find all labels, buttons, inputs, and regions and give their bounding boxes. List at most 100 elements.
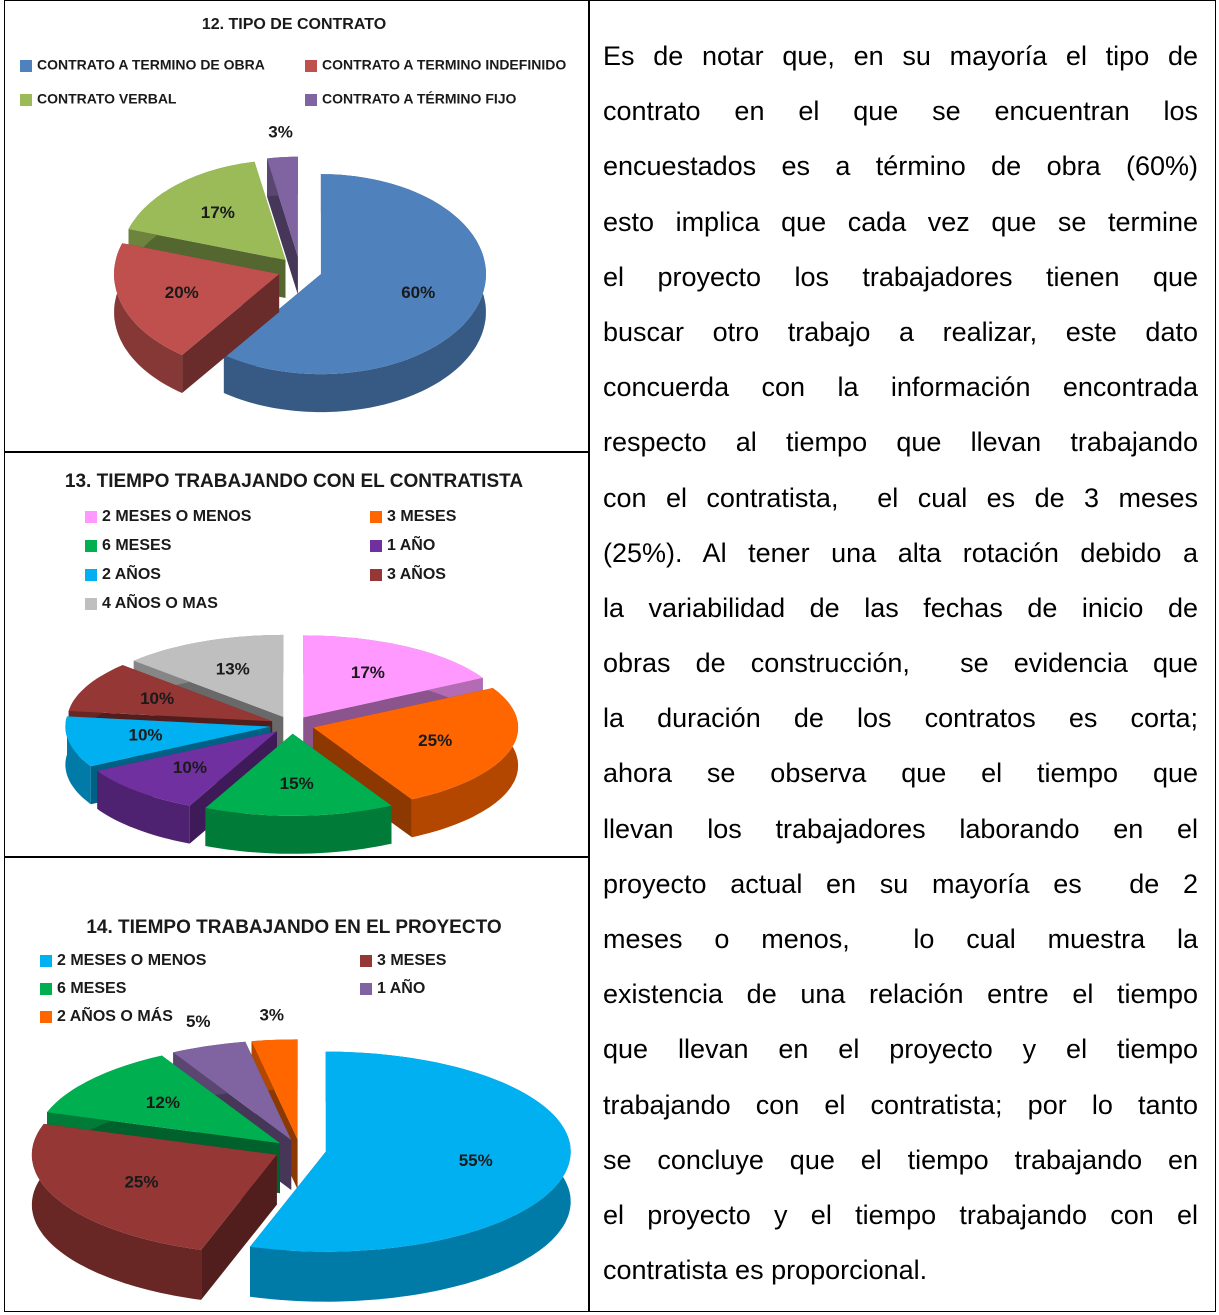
row-divider bbox=[4, 856, 589, 858]
paragraph: Es de notar que, en su mayoría el tipo d… bbox=[603, 29, 1198, 1298]
legend-swatch bbox=[20, 94, 32, 106]
legend-swatch bbox=[370, 511, 382, 523]
legend-label: 1 AÑO bbox=[387, 534, 435, 554]
column-divider bbox=[588, 0, 590, 1312]
legend-swatch bbox=[85, 598, 97, 610]
legend-label: 6 MESES bbox=[57, 980, 127, 997]
text-line: respecto al tiempo que llevan trabajando bbox=[603, 427, 1198, 458]
charts: 12. TIPO DE CONTRATO CONTRATO A TERMINO D… bbox=[20, 16, 571, 1302]
chart-title: 12. TIPO DE CONTRATO bbox=[202, 16, 386, 33]
text-line: trabajando con el contratista; por lo ta… bbox=[603, 1089, 1198, 1120]
data-label: 10% bbox=[173, 758, 207, 777]
pie-slice bbox=[250, 1051, 571, 1302]
legend-label: 2 MESES O MENOS bbox=[57, 952, 207, 969]
data-label: 10% bbox=[140, 689, 174, 708]
slice-top bbox=[97, 731, 277, 806]
data-label: 17% bbox=[201, 203, 235, 222]
legend-swatch bbox=[85, 569, 97, 581]
text-line: (25%). Al tener una alta rotación debido… bbox=[603, 537, 1198, 568]
legend-swatch bbox=[305, 94, 317, 106]
slice-top bbox=[223, 174, 486, 375]
legend-label: 2 MESES O MENOS bbox=[102, 508, 252, 525]
slice-top bbox=[313, 688, 519, 800]
slice-top bbox=[31, 1123, 277, 1250]
legend-label: CONTRATO A TERMINO DE OBRA bbox=[37, 57, 265, 73]
data-label: 20% bbox=[165, 283, 199, 302]
data-label: 55% bbox=[459, 1151, 493, 1170]
slice-top bbox=[65, 716, 271, 767]
text-line: la duración de los contratos es corta; bbox=[603, 703, 1198, 734]
legend-swatch bbox=[305, 60, 317, 72]
text-line: buscar otro trabajo a realizar, este dat… bbox=[603, 316, 1198, 347]
data-label: 60% bbox=[401, 283, 435, 302]
text-line: proyecto actual en su mayoría es de 2 bbox=[603, 868, 1198, 899]
data-label: 3% bbox=[268, 123, 293, 142]
text-line: se concluye que el tiempo trabajando en bbox=[603, 1144, 1198, 1175]
text-line: el proyecto los trabajadores tienen que bbox=[603, 261, 1198, 292]
legend-swatch bbox=[370, 569, 382, 581]
data-label: 25% bbox=[418, 731, 452, 750]
slice-top bbox=[267, 156, 298, 257]
slice-wall bbox=[65, 716, 91, 805]
pie-slice bbox=[267, 156, 298, 295]
legend-label: CONTRATO A TERMINO INDEFINIDO bbox=[322, 57, 566, 73]
text-line: con el contratista, el cual es de 3 mese… bbox=[603, 482, 1198, 513]
data-label: 13% bbox=[216, 660, 250, 679]
slice-top bbox=[205, 733, 392, 816]
pie-slice bbox=[114, 243, 280, 393]
legend-swatch bbox=[20, 60, 32, 72]
legend-label: 4 AÑOS O MAS bbox=[102, 592, 218, 612]
data-label: 17% bbox=[351, 663, 385, 682]
legend-swatch bbox=[85, 540, 97, 552]
slice-top bbox=[251, 1039, 298, 1140]
legend-swatch bbox=[85, 511, 97, 523]
row-divider bbox=[4, 451, 589, 453]
legend-swatch bbox=[40, 983, 52, 995]
legend-swatch bbox=[40, 1011, 52, 1023]
legend-label: 3 MESES bbox=[387, 508, 457, 525]
data-label: 25% bbox=[124, 1172, 158, 1191]
slice-top bbox=[173, 1041, 292, 1140]
text-line: meses o menos, lo cual muestra la bbox=[603, 924, 1198, 954]
legend-swatch bbox=[360, 983, 372, 995]
slice-wall bbox=[205, 805, 392, 854]
text-line: Es de notar que, en su mayoría el tipo d… bbox=[603, 41, 1198, 71]
slice-top bbox=[303, 635, 483, 718]
legend-swatch bbox=[360, 955, 372, 967]
legend-label: CONTRATO VERBAL bbox=[37, 91, 177, 107]
slice-wall bbox=[31, 1123, 202, 1300]
text-line: existencia de una relación entre el tiem… bbox=[603, 979, 1198, 1010]
slice-top bbox=[128, 161, 286, 260]
legend-label: 3 MESES bbox=[377, 952, 447, 969]
data-label: 10% bbox=[129, 726, 163, 745]
slice-wall bbox=[97, 770, 190, 844]
text-line: llevan los trabajadores laborando en el bbox=[603, 813, 1198, 844]
slice-wall bbox=[223, 174, 486, 413]
legend-label: 6 MESES bbox=[102, 537, 172, 554]
data-label: 3% bbox=[259, 1005, 284, 1024]
legend-swatch bbox=[40, 955, 52, 967]
slice-wall bbox=[411, 688, 519, 838]
data-label: 5% bbox=[186, 1012, 211, 1031]
text-line: que llevan en el proyecto y el tiempo bbox=[603, 1034, 1198, 1065]
text-line: la variabilidad de las fechas de inicio … bbox=[603, 592, 1198, 623]
slice-top bbox=[47, 1055, 280, 1144]
text-line: contrato en el que se encuentran los bbox=[603, 96, 1198, 127]
data-label: 12% bbox=[146, 1093, 180, 1112]
text-line: esto implica que cada vez que se termine bbox=[603, 206, 1198, 237]
text-line: concuerda con la información encontrada bbox=[603, 372, 1198, 403]
legend-label: 2 AÑOS bbox=[102, 563, 161, 583]
slice-wall bbox=[114, 243, 183, 393]
slice-top bbox=[114, 243, 280, 355]
slice-top bbox=[250, 1051, 571, 1252]
table-border bbox=[4, 0, 1216, 1312]
text-line: el proyecto y el tiempo trabajando con e… bbox=[603, 1199, 1198, 1230]
pie-slice bbox=[31, 1123, 277, 1300]
legend-swatch bbox=[370, 540, 382, 552]
legend-label: 3 AÑOS bbox=[387, 563, 446, 583]
text-line: encuestados es a término de obra (60%) bbox=[603, 151, 1198, 182]
text-line: ahora se observa que el tiempo que bbox=[603, 758, 1198, 789]
text-line: contratista es proporcional. bbox=[603, 1255, 928, 1286]
legend-label: 1 AÑO bbox=[377, 977, 425, 997]
